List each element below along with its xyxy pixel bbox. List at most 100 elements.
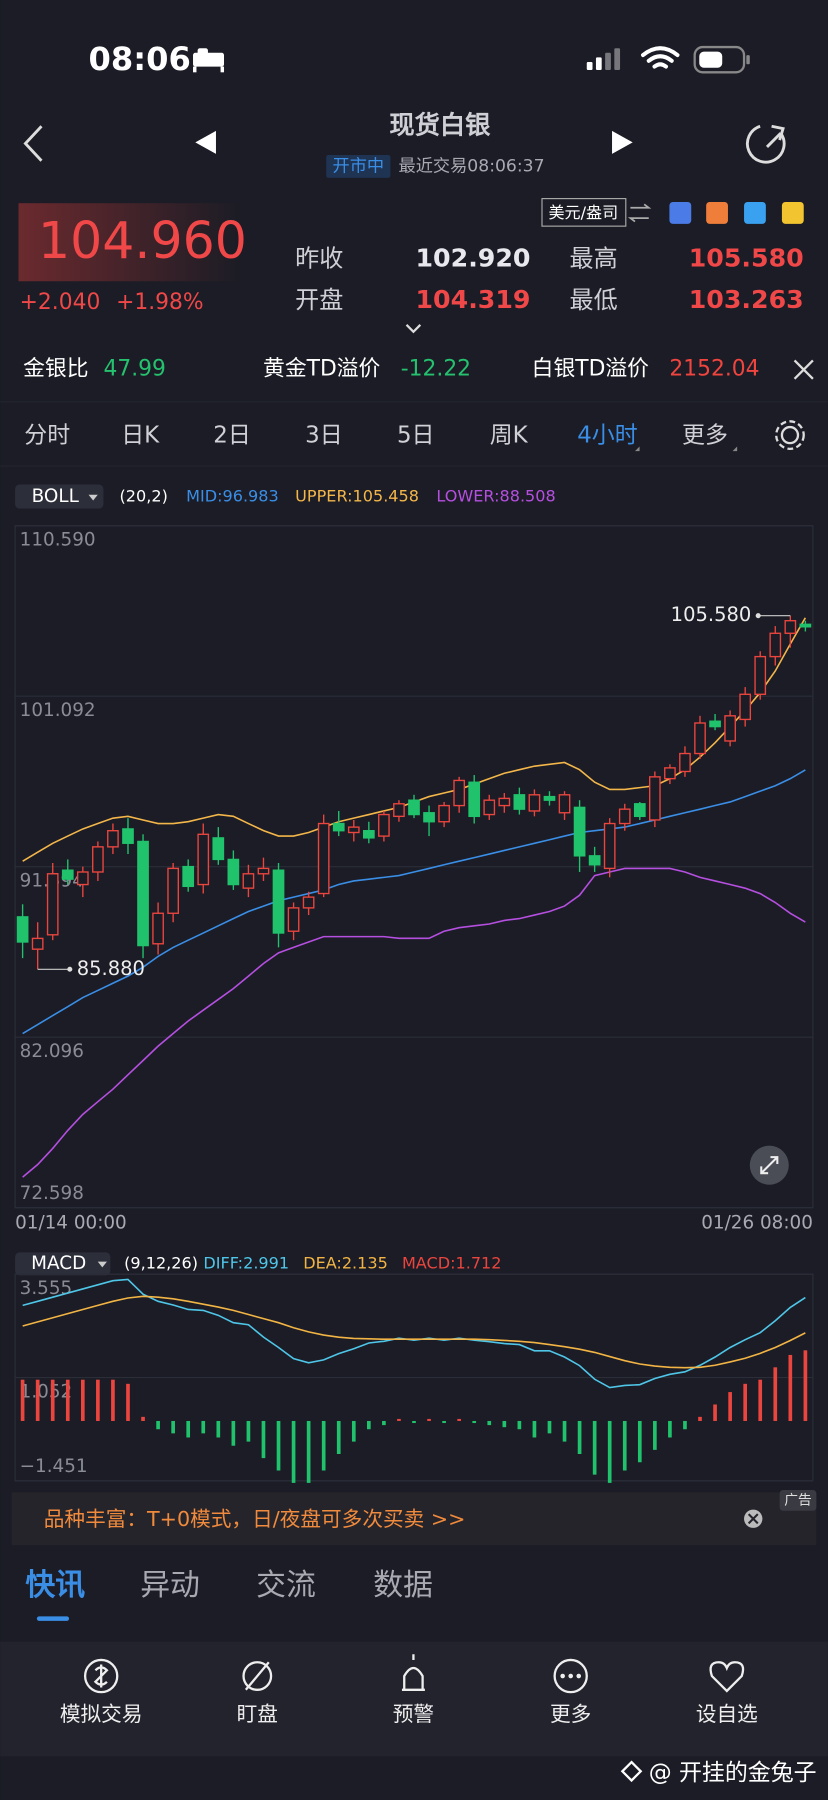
- period-tab[interactable]: 更多: [682, 423, 728, 449]
- y-tick-label: 110.590: [20, 530, 96, 551]
- bottom-nav: [0, 1641, 828, 1757]
- macd-bar: [186, 1420, 191, 1438]
- ratio-label: 金银比: [23, 357, 88, 382]
- ad-tag: 广告: [784, 1492, 812, 1508]
- nav-label[interactable]: 模拟交易: [60, 1702, 143, 1726]
- macd-bar: [80, 1379, 85, 1421]
- ratio-value: -12.22: [401, 357, 471, 382]
- macd-bar: [231, 1420, 236, 1446]
- period-tab[interactable]: 分时: [24, 423, 70, 449]
- y-tick-label: 101.092: [20, 700, 96, 721]
- tool-icon[interactable]: [744, 202, 766, 224]
- candle-body: [799, 623, 812, 628]
- x-tick-label: 01/14 00:00: [15, 1213, 127, 1234]
- tool-icon[interactable]: [706, 202, 728, 224]
- candle-body: [603, 822, 616, 870]
- nav-label[interactable]: 预警: [393, 1702, 434, 1726]
- legend-entry: DEA:2.135: [303, 1253, 388, 1272]
- candle-body: [513, 794, 526, 810]
- nav-label[interactable]: 更多: [550, 1702, 591, 1726]
- y-tick-label: 3.555: [20, 1278, 73, 1299]
- indicator-chip[interactable]: [15, 1252, 111, 1276]
- prev-close-label: 昨收: [295, 244, 343, 272]
- news-tab[interactable]: 快讯: [25, 1568, 85, 1603]
- macd-bar: [321, 1420, 326, 1471]
- ratio-value: 2152.04: [669, 357, 759, 382]
- candle-body: [16, 916, 29, 943]
- macd-bar: [111, 1379, 115, 1421]
- macd-bar: [668, 1420, 672, 1438]
- fullscreen-button[interactable]: [749, 1145, 789, 1185]
- macd-bar: [50, 1379, 55, 1421]
- next-button[interactable]: [612, 130, 633, 154]
- candle-body: [618, 808, 631, 825]
- price-box: [18, 203, 242, 282]
- ad-tag-box: [779, 1490, 817, 1511]
- expand-chevron[interactable]: [405, 324, 422, 334]
- watermark: @ 开挂的金兔子: [649, 1760, 817, 1786]
- ad-text[interactable]: 品种丰富：T+0模式，日/夜盘可多次买卖 >>: [44, 1507, 466, 1531]
- back-button[interactable]: [23, 125, 43, 162]
- candle-body: [257, 867, 270, 875]
- period-tab[interactable]: 日K: [121, 423, 160, 449]
- period-tab[interactable]: 4小时: [577, 423, 638, 449]
- macd-bar: [35, 1379, 40, 1421]
- swap-icon[interactable]: [627, 203, 652, 223]
- watermark-logo: [620, 1760, 643, 1783]
- news-tab[interactable]: 数据: [373, 1568, 433, 1603]
- currency-box: [541, 198, 627, 227]
- candle-body: [423, 812, 435, 823]
- legend-entry: MACD:1.712: [402, 1253, 502, 1272]
- macd-bar: [607, 1420, 612, 1483]
- open: 104.319: [416, 285, 531, 314]
- macd-bar: [517, 1420, 522, 1430]
- change: +2.040: [20, 290, 101, 315]
- period-tab[interactable]: 3日: [305, 423, 343, 449]
- nav-label[interactable]: 设自选: [696, 1702, 758, 1726]
- prev-close: 102.920: [416, 243, 531, 272]
- settings-icon[interactable]: [775, 420, 805, 451]
- candle-body: [754, 655, 767, 695]
- candle-body: [287, 907, 300, 932]
- macd-bar: [141, 1416, 145, 1421]
- macd-bar: [502, 1420, 507, 1428]
- macd-bar: [773, 1367, 778, 1421]
- macd-bar: [427, 1418, 431, 1421]
- candle-body: [483, 799, 496, 816]
- indicator[interactable]: BOLL: [32, 486, 80, 507]
- low-label: 最低: [570, 286, 618, 314]
- candle-body: [61, 869, 74, 880]
- candle-body: [679, 752, 691, 773]
- nav-label[interactable]: 盯盘: [237, 1702, 278, 1726]
- price: 104.960: [38, 211, 247, 270]
- indicator[interactable]: MACD: [31, 1253, 86, 1274]
- candle-body: [46, 873, 59, 936]
- indicator-chip[interactable]: [15, 484, 104, 509]
- ad-bar[interactable]: [11, 1492, 817, 1546]
- candle-body: [227, 858, 240, 886]
- annotation-label: 85.880: [77, 957, 145, 980]
- macd-bar: [306, 1420, 311, 1483]
- chip-arrow: [88, 494, 98, 501]
- period-tab[interactable]: 周K: [490, 423, 529, 449]
- news-tab[interactable]: 交流: [256, 1568, 316, 1603]
- news-tab[interactable]: 异动: [140, 1568, 200, 1603]
- candle-body: [378, 813, 390, 837]
- period-tab[interactable]: 2日: [213, 423, 251, 449]
- candle-body: [122, 828, 134, 844]
- candle-body: [393, 803, 405, 818]
- tool-icon[interactable]: [781, 202, 804, 224]
- macd-bar: [487, 1420, 492, 1426]
- refresh-button[interactable]: [746, 124, 786, 164]
- candle-body: [784, 620, 797, 634]
- macd-bar: [291, 1420, 296, 1483]
- low: 103.263: [689, 285, 804, 314]
- ratio-value: 47.99: [103, 357, 165, 382]
- close-ratios[interactable]: [793, 359, 814, 380]
- candle-body: [649, 776, 661, 821]
- candle-body: [137, 840, 149, 947]
- period-tab[interactable]: 5日: [397, 423, 435, 449]
- tool-icon[interactable]: [669, 202, 692, 224]
- prev-button[interactable]: [195, 130, 216, 154]
- candle-body: [633, 803, 646, 818]
